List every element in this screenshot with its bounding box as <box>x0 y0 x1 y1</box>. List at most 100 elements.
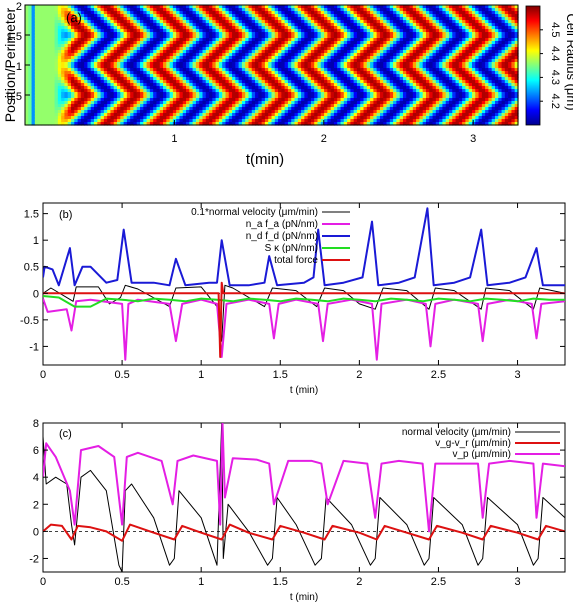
heatmap-cell <box>80 65 85 69</box>
heatmap-cell <box>422 83 427 87</box>
heatmap-cell <box>327 101 332 105</box>
heatmap-cell <box>396 104 401 108</box>
heatmap-cell <box>225 5 230 9</box>
heatmap-cell <box>140 122 144 126</box>
heatmap-cell <box>146 71 151 75</box>
heatmap-cell <box>324 110 328 114</box>
heatmap-cell <box>222 38 227 42</box>
heatmap-cell <box>51 122 56 126</box>
heatmap-cell <box>393 107 397 111</box>
heatmap-cell <box>186 83 190 87</box>
heatmap-cell <box>376 62 381 66</box>
heatmap-cell <box>209 113 213 117</box>
heatmap-cell <box>215 116 220 120</box>
heatmap-cell <box>330 14 335 18</box>
heatmap-cell <box>100 8 105 12</box>
heatmap-cell <box>57 92 62 96</box>
heatmap-cell <box>238 62 243 66</box>
heatmap-cell <box>304 23 309 27</box>
heatmap-cell <box>163 8 167 12</box>
heatmap-cell <box>307 89 312 93</box>
heatmap-cell <box>149 71 154 75</box>
heatmap-cell <box>130 62 135 66</box>
heatmap-cell <box>373 20 378 24</box>
heatmap-cell <box>412 50 417 54</box>
heatmap-cell <box>48 71 52 75</box>
heatmap-cell <box>169 56 174 60</box>
heatmap-cell <box>61 110 66 114</box>
heatmap-cell <box>41 17 46 21</box>
heatmap-cell <box>366 8 371 12</box>
heatmap-cell <box>57 56 62 60</box>
heatmap-cell <box>281 38 286 42</box>
heatmap-cell <box>406 107 411 111</box>
heatmap-cell <box>376 65 381 69</box>
heatmap-cell <box>419 92 424 96</box>
heatmap-cell <box>54 77 59 81</box>
heatmap-cell <box>71 68 75 72</box>
heatmap-cell <box>136 92 141 96</box>
heatmap-cell <box>31 80 36 84</box>
heatmap-cell <box>317 35 322 39</box>
heatmap-cell <box>153 86 158 90</box>
heatmap-cell <box>340 20 345 24</box>
heatmap-cell <box>84 26 89 30</box>
heatmap-cell <box>291 11 296 15</box>
heatmap-cell <box>399 59 404 63</box>
heatmap-cell <box>107 77 112 81</box>
heatmap-cell <box>110 77 115 81</box>
heatmap-cell <box>360 20 365 24</box>
heatmap-cell <box>64 20 69 24</box>
heatmap-cell <box>172 41 177 45</box>
heatmap-cell <box>402 119 407 123</box>
heatmap-cell <box>126 101 131 105</box>
heatmap-cell <box>291 83 296 87</box>
heatmap-cell <box>156 80 161 84</box>
heatmap-cell <box>38 116 43 120</box>
heatmap-cell <box>218 122 223 126</box>
heatmap-cell <box>258 62 263 66</box>
heatmap-cell <box>25 5 29 9</box>
heatmap-cell <box>363 47 368 51</box>
heatmap-cell <box>271 5 276 9</box>
heatmap-cell <box>389 107 394 111</box>
heatmap-cell <box>271 113 276 117</box>
heatmap-cell <box>409 53 414 57</box>
heatmap-cell <box>379 41 384 45</box>
heatmap-cell <box>412 5 417 9</box>
heatmap-cell <box>34 59 39 63</box>
heatmap-cell <box>432 14 437 18</box>
heatmap-cell <box>120 65 125 69</box>
heatmap-cell <box>235 29 240 33</box>
heatmap-cell <box>117 89 121 93</box>
heatmap-cell <box>87 68 92 72</box>
heatmap-cell <box>163 44 167 48</box>
heatmap-cell <box>44 56 49 60</box>
heatmap-cell <box>90 20 95 24</box>
heatmap-cell <box>110 14 115 18</box>
heatmap-cell <box>202 101 207 105</box>
heatmap-cell <box>287 29 292 33</box>
heatmap-cell <box>251 71 256 75</box>
heatmap-cell <box>416 5 420 9</box>
heatmap-cell <box>87 98 92 102</box>
heatmap-cell <box>399 98 404 102</box>
heatmap-cell <box>297 23 302 27</box>
heatmap-cell <box>402 122 407 126</box>
heatmap-cell <box>274 98 279 102</box>
heatmap-cell <box>301 116 305 120</box>
heatmap-cell <box>393 110 397 114</box>
heatmap-cell <box>136 83 141 87</box>
heatmap-cell <box>120 29 125 33</box>
heatmap-cell <box>389 116 394 120</box>
heatmap-cell <box>113 17 118 21</box>
heatmap-cell <box>38 26 43 30</box>
heatmap-cell <box>100 11 105 15</box>
heatmap-cell <box>399 62 404 66</box>
heatmap-cell <box>44 59 49 63</box>
heatmap-cell <box>110 50 115 54</box>
heatmap-cell <box>97 50 102 54</box>
heatmap-cell <box>205 113 210 117</box>
heatmap-cell <box>48 53 52 57</box>
heatmap-cell <box>399 14 404 18</box>
